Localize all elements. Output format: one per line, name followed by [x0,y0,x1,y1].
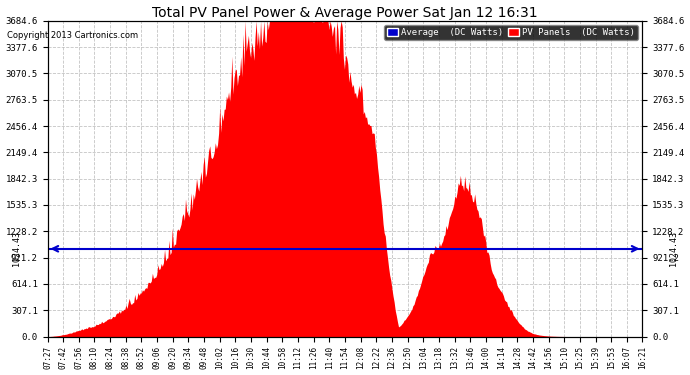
Text: 1024.43: 1024.43 [12,231,21,266]
Title: Total PV Panel Power & Average Power Sat Jan 12 16:31: Total PV Panel Power & Average Power Sat… [152,6,538,20]
Text: Copyright 2013 Cartronics.com: Copyright 2013 Cartronics.com [7,30,138,39]
Legend: Average  (DC Watts), PV Panels  (DC Watts): Average (DC Watts), PV Panels (DC Watts) [384,25,638,40]
Text: 1024.43: 1024.43 [669,231,678,266]
